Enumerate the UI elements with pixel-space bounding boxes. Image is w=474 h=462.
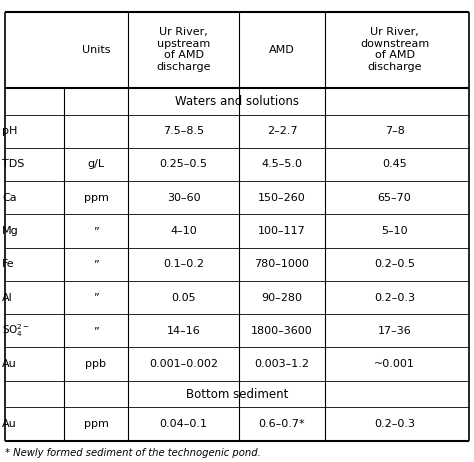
Text: Units: Units: [82, 45, 110, 55]
Text: 7–8: 7–8: [385, 126, 404, 136]
Text: Mg: Mg: [2, 226, 18, 236]
Text: Al: Al: [2, 292, 13, 303]
Text: Bottom sediment: Bottom sediment: [186, 388, 288, 401]
Text: Fe: Fe: [2, 259, 15, 269]
Text: TDS: TDS: [2, 159, 24, 170]
Text: Waters and solutions: Waters and solutions: [175, 95, 299, 108]
Text: 4.5–5.0: 4.5–5.0: [262, 159, 302, 170]
Text: 14–16: 14–16: [167, 326, 201, 336]
Text: 90–280: 90–280: [262, 292, 302, 303]
Text: 2–2.7: 2–2.7: [267, 126, 297, 136]
Text: Ca: Ca: [2, 193, 17, 203]
Text: 0.45: 0.45: [382, 159, 407, 170]
Text: 7.5–8.5: 7.5–8.5: [163, 126, 204, 136]
Text: Au: Au: [2, 419, 17, 429]
Text: Ur River,
upstream
of AMD
discharge: Ur River, upstream of AMD discharge: [156, 27, 211, 72]
Text: Ur River,
downstream
of AMD
discharge: Ur River, downstream of AMD discharge: [360, 27, 429, 72]
Text: 150–260: 150–260: [258, 193, 306, 203]
Text: 17–36: 17–36: [378, 326, 411, 336]
Text: 0.04–0.1: 0.04–0.1: [160, 419, 208, 429]
Text: ~0.001: ~0.001: [374, 359, 415, 369]
Text: ppb: ppb: [85, 359, 107, 369]
Text: 0.1–0.2: 0.1–0.2: [163, 259, 204, 269]
Text: ppm: ppm: [83, 193, 109, 203]
Text: 100–117: 100–117: [258, 226, 306, 236]
Text: 30–60: 30–60: [167, 193, 201, 203]
Text: 780–1000: 780–1000: [255, 259, 310, 269]
Text: ”: ”: [93, 292, 99, 303]
Text: 5–10: 5–10: [381, 226, 408, 236]
Text: ”: ”: [93, 226, 99, 236]
Text: $\mathrm{SO}_4^{2-}$: $\mathrm{SO}_4^{2-}$: [2, 322, 30, 339]
Text: 4–10: 4–10: [170, 226, 197, 236]
Text: 65–70: 65–70: [378, 193, 411, 203]
Text: ”: ”: [93, 259, 99, 269]
Text: g/L: g/L: [87, 159, 105, 170]
Text: * Newly formed sediment of the technogenic pond.: * Newly formed sediment of the technogen…: [5, 449, 261, 458]
Text: 0.001–0.002: 0.001–0.002: [149, 359, 218, 369]
Text: ”: ”: [93, 326, 99, 336]
Text: pH: pH: [2, 126, 17, 136]
Text: 0.25–0.5: 0.25–0.5: [160, 159, 208, 170]
Text: ppm: ppm: [83, 419, 109, 429]
Text: AMD: AMD: [269, 45, 295, 55]
Text: 1800–3600: 1800–3600: [251, 326, 313, 336]
Text: 0.003–1.2: 0.003–1.2: [255, 359, 310, 369]
Text: 0.6–0.7*: 0.6–0.7*: [259, 419, 305, 429]
Text: 0.2–0.3: 0.2–0.3: [374, 419, 415, 429]
Text: Au: Au: [2, 359, 17, 369]
Text: 0.05: 0.05: [172, 292, 196, 303]
Text: 0.2–0.3: 0.2–0.3: [374, 292, 415, 303]
Text: 0.2–0.5: 0.2–0.5: [374, 259, 415, 269]
